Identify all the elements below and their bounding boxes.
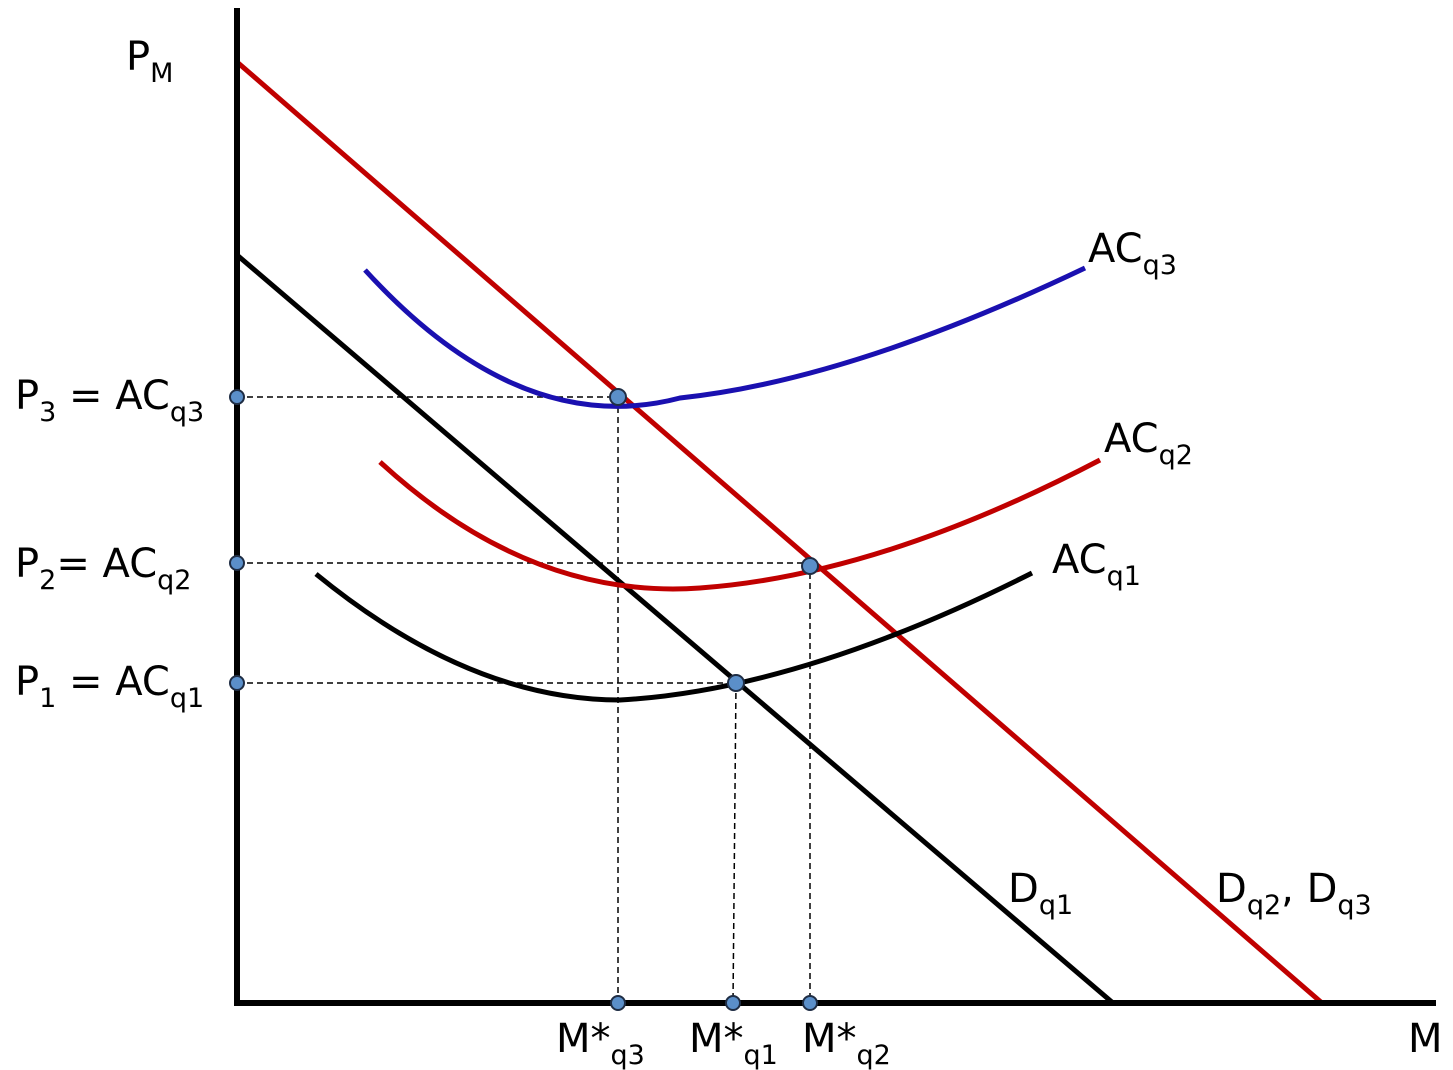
point-equilibrium-q2 [801, 557, 819, 575]
quantity-label-m-q3: M*q3 [556, 1016, 645, 1070]
average-cost-curve-q3 [363, 265, 1087, 409]
guide-lines [237, 396, 811, 1004]
curve-label-ac-q3: ACq3 [1088, 226, 1177, 281]
average-cost-curve-q2 [378, 457, 1102, 592]
price-label-p1: P1 = ACq1 [15, 659, 204, 714]
point-equilibrium-q3 [609, 388, 627, 406]
curve-label-d-q2-q3: Dq2, Dq3 [1216, 866, 1372, 921]
point-equilibrium-q1 [727, 674, 745, 692]
point-p3-axis [229, 389, 245, 405]
curve-label-ac-q2: ACq2 [1104, 416, 1193, 471]
demand-curve-q2-q3 [235, 60, 1324, 1005]
curve-label-d-q1: Dq1 [1008, 866, 1073, 921]
quantity-label-m-q2: M*q2 [802, 1016, 891, 1070]
price-label-p2: P2= ACq2 [15, 541, 191, 596]
equilibrium-points [229, 388, 819, 1011]
quantity-label-m-q1: M*q1 [689, 1016, 778, 1070]
point-m-q2-axis [802, 995, 818, 1011]
guide-m-q1-vertical [732, 682, 737, 1004]
price-label-p3: P3 = ACq3 [15, 373, 204, 428]
y-axis-label: PM [126, 34, 173, 89]
demand-curve-q1 [235, 253, 1115, 1005]
point-m-q1-axis [725, 995, 741, 1011]
point-p2-axis [229, 555, 245, 571]
point-p1-axis [229, 675, 245, 691]
curve-label-ac-q1: ACq1 [1052, 537, 1141, 592]
x-axis-label: M [1408, 1016, 1443, 1062]
point-m-q3-axis [610, 995, 626, 1011]
average-cost-curve-q1 [314, 570, 1034, 703]
